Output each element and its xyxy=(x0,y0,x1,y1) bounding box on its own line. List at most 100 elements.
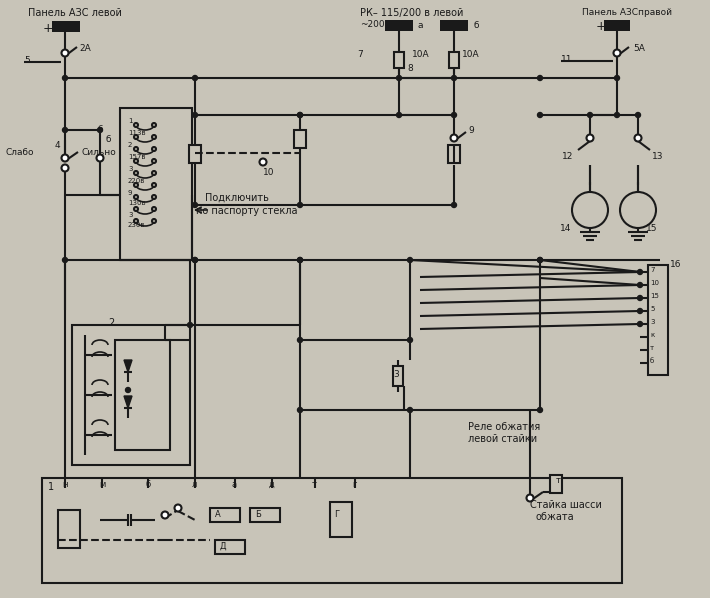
Circle shape xyxy=(152,207,156,211)
Bar xyxy=(115,340,170,450)
Bar xyxy=(72,325,190,465)
Bar xyxy=(648,265,668,375)
Circle shape xyxy=(187,322,192,328)
Circle shape xyxy=(152,219,156,223)
Text: 1: 1 xyxy=(48,482,54,492)
Circle shape xyxy=(134,147,138,151)
Circle shape xyxy=(152,135,156,139)
Text: к: к xyxy=(650,332,654,338)
Circle shape xyxy=(134,183,138,187)
Text: Б: Б xyxy=(255,510,261,519)
Text: л: л xyxy=(192,480,197,489)
Text: Сильно: Сильно xyxy=(82,148,116,157)
Circle shape xyxy=(638,309,643,313)
Text: Панель АЗС левой: Панель АЗС левой xyxy=(28,8,122,18)
Bar xyxy=(550,475,562,493)
Circle shape xyxy=(152,171,156,175)
Text: Д: Д xyxy=(220,542,226,551)
Text: б: б xyxy=(97,125,103,134)
Bar xyxy=(604,20,630,31)
Circle shape xyxy=(134,135,138,139)
Text: 5: 5 xyxy=(650,306,655,312)
Text: 15: 15 xyxy=(650,293,659,299)
Circle shape xyxy=(126,388,131,392)
Text: б: б xyxy=(473,21,479,30)
Bar xyxy=(189,145,201,163)
Bar xyxy=(294,130,306,148)
Text: Г: Г xyxy=(334,510,339,519)
Circle shape xyxy=(134,219,138,223)
Text: 220в: 220в xyxy=(128,178,146,184)
Circle shape xyxy=(620,192,656,228)
Text: 2: 2 xyxy=(108,318,114,328)
Circle shape xyxy=(297,112,302,117)
Circle shape xyxy=(537,112,542,117)
Circle shape xyxy=(161,511,168,518)
Text: левой стайки: левой стайки xyxy=(468,434,537,444)
Circle shape xyxy=(134,159,138,163)
Circle shape xyxy=(297,407,302,413)
Circle shape xyxy=(134,123,138,127)
Text: 2А: 2А xyxy=(79,44,91,53)
Circle shape xyxy=(297,112,302,117)
Bar xyxy=(394,52,404,68)
Circle shape xyxy=(613,50,621,56)
Circle shape xyxy=(638,322,643,327)
Circle shape xyxy=(152,159,156,163)
Circle shape xyxy=(152,195,156,199)
Circle shape xyxy=(635,135,642,142)
Circle shape xyxy=(614,112,620,117)
Text: А: А xyxy=(215,510,221,519)
Circle shape xyxy=(134,195,138,199)
Text: б: б xyxy=(106,135,111,144)
Text: т: т xyxy=(650,345,654,351)
Text: Слабо: Слабо xyxy=(6,148,35,157)
Circle shape xyxy=(97,127,102,133)
Circle shape xyxy=(586,135,594,142)
Text: 16: 16 xyxy=(670,260,682,269)
Circle shape xyxy=(572,192,608,228)
Circle shape xyxy=(527,495,533,502)
Polygon shape xyxy=(124,396,132,408)
Text: Стайка шасси: Стайка шасси xyxy=(530,500,602,510)
Circle shape xyxy=(452,203,457,208)
Bar xyxy=(210,508,240,522)
Circle shape xyxy=(408,407,413,413)
Text: Реле обжатия: Реле обжатия xyxy=(468,422,540,432)
Text: 3: 3 xyxy=(128,166,133,172)
Circle shape xyxy=(638,270,643,274)
Text: т: т xyxy=(556,476,561,485)
Bar xyxy=(52,21,80,32)
Text: 113в: 113в xyxy=(128,130,146,136)
Text: 10А: 10А xyxy=(412,50,430,59)
Circle shape xyxy=(97,154,104,161)
Text: б: б xyxy=(145,480,151,489)
Circle shape xyxy=(62,164,68,172)
Circle shape xyxy=(537,258,542,263)
Text: +: + xyxy=(596,20,606,33)
Text: 3: 3 xyxy=(393,370,399,379)
Text: 8: 8 xyxy=(407,64,413,73)
Circle shape xyxy=(452,112,457,117)
Circle shape xyxy=(297,258,302,263)
Bar xyxy=(120,108,192,260)
Text: 7: 7 xyxy=(650,267,655,273)
Text: 10А: 10А xyxy=(462,50,480,59)
Circle shape xyxy=(396,112,401,117)
Circle shape xyxy=(635,112,640,117)
Circle shape xyxy=(537,258,542,263)
Text: ~2000: ~2000 xyxy=(360,20,391,29)
Bar xyxy=(250,508,280,522)
Circle shape xyxy=(408,258,413,263)
Text: н: н xyxy=(62,480,67,489)
Text: 3: 3 xyxy=(650,319,655,325)
Text: 230в: 230в xyxy=(128,222,146,228)
Circle shape xyxy=(638,295,643,301)
Bar xyxy=(330,502,352,537)
Circle shape xyxy=(152,147,156,151)
Circle shape xyxy=(537,75,542,81)
Text: б: б xyxy=(650,358,654,364)
Text: 2: 2 xyxy=(128,142,132,148)
Text: 5: 5 xyxy=(24,56,30,65)
Circle shape xyxy=(192,75,197,81)
